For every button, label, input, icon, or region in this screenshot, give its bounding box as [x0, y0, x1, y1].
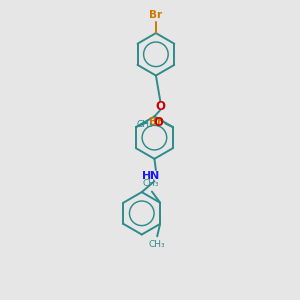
Text: N: N	[150, 171, 160, 181]
Text: O: O	[155, 100, 165, 113]
Text: O: O	[153, 116, 163, 129]
Text: CH₃: CH₃	[142, 179, 159, 188]
Text: Br: Br	[149, 117, 162, 127]
Text: CH₃: CH₃	[136, 120, 153, 129]
Text: CH₃: CH₃	[148, 240, 165, 249]
Text: Br: Br	[149, 10, 163, 20]
Text: H: H	[142, 171, 151, 181]
